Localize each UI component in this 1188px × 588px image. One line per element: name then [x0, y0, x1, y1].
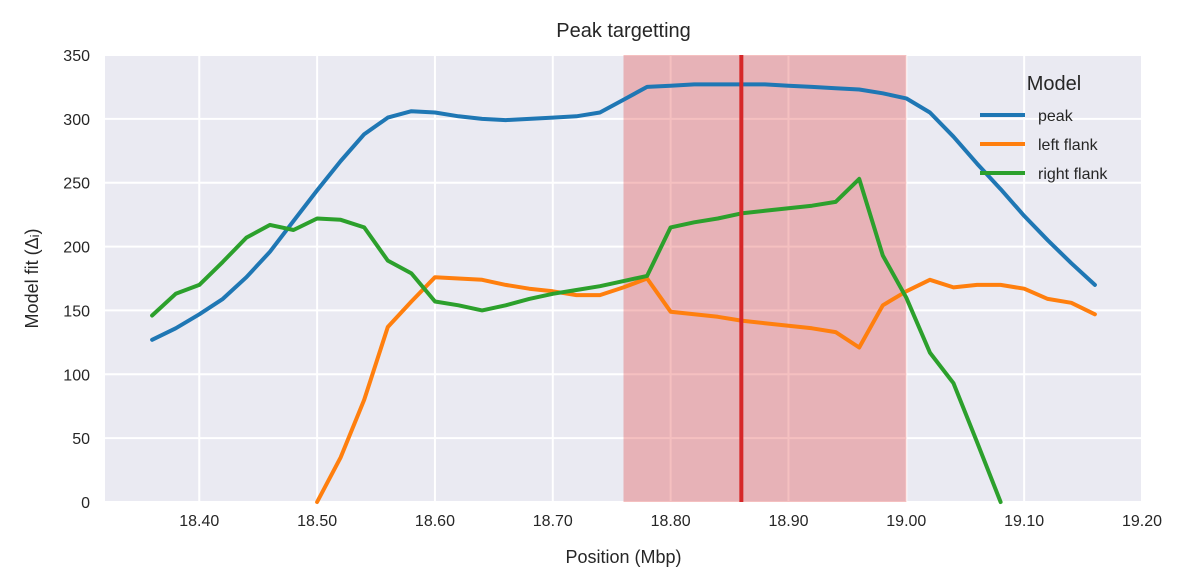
x-tick-label: 19.20 — [1122, 513, 1162, 530]
grid — [105, 54, 1143, 503]
y-tick-label: 200 — [63, 240, 90, 257]
x-tick-labels: 18.40 18.50 18.60 18.70 18.80 18.90 19.00 19.10… — [179, 513, 1162, 530]
y-tick-label: 150 — [63, 303, 90, 320]
highlight-region — [623, 55, 907, 502]
x-tick-label: 19.00 — [886, 513, 926, 530]
series-line-peak — [150, 82, 1097, 342]
y-tick-labels: 0 50 100 150 200 250 300 350 — [63, 48, 90, 512]
y-tick-label: 250 — [63, 176, 90, 193]
legend-entry: peak — [1038, 108, 1074, 125]
x-tick-label: 19.10 — [1004, 513, 1044, 530]
legend-entry: right flank — [1038, 166, 1108, 183]
series-line-left-flank — [315, 275, 1097, 504]
legend-entry: left flank — [1038, 137, 1099, 154]
legend: Model peak left flank right flank — [980, 73, 1108, 183]
y-axis-label: Model fit (Δᵢ) — [22, 229, 42, 329]
y-tick-label: 50 — [72, 431, 90, 448]
x-tick-label: 18.50 — [297, 513, 337, 530]
series-lines — [150, 82, 1097, 504]
y-tick-label: 100 — [63, 367, 90, 384]
series-line-right-flank — [150, 176, 1003, 504]
y-tick-label: 0 — [81, 495, 90, 512]
legend-title: Model — [1027, 73, 1081, 95]
x-tick-label: 18.60 — [415, 513, 455, 530]
x-tick-label: 18.70 — [533, 513, 573, 530]
x-axis-label: Position (Mbp) — [565, 547, 681, 567]
x-tick-label: 18.80 — [651, 513, 691, 530]
x-tick-label: 18.90 — [768, 513, 808, 530]
y-tick-label: 300 — [63, 112, 90, 129]
x-tick-label: 18.40 — [179, 513, 219, 530]
y-tick-label: 350 — [63, 48, 90, 65]
chart-title: Peak targetting — [556, 20, 691, 42]
